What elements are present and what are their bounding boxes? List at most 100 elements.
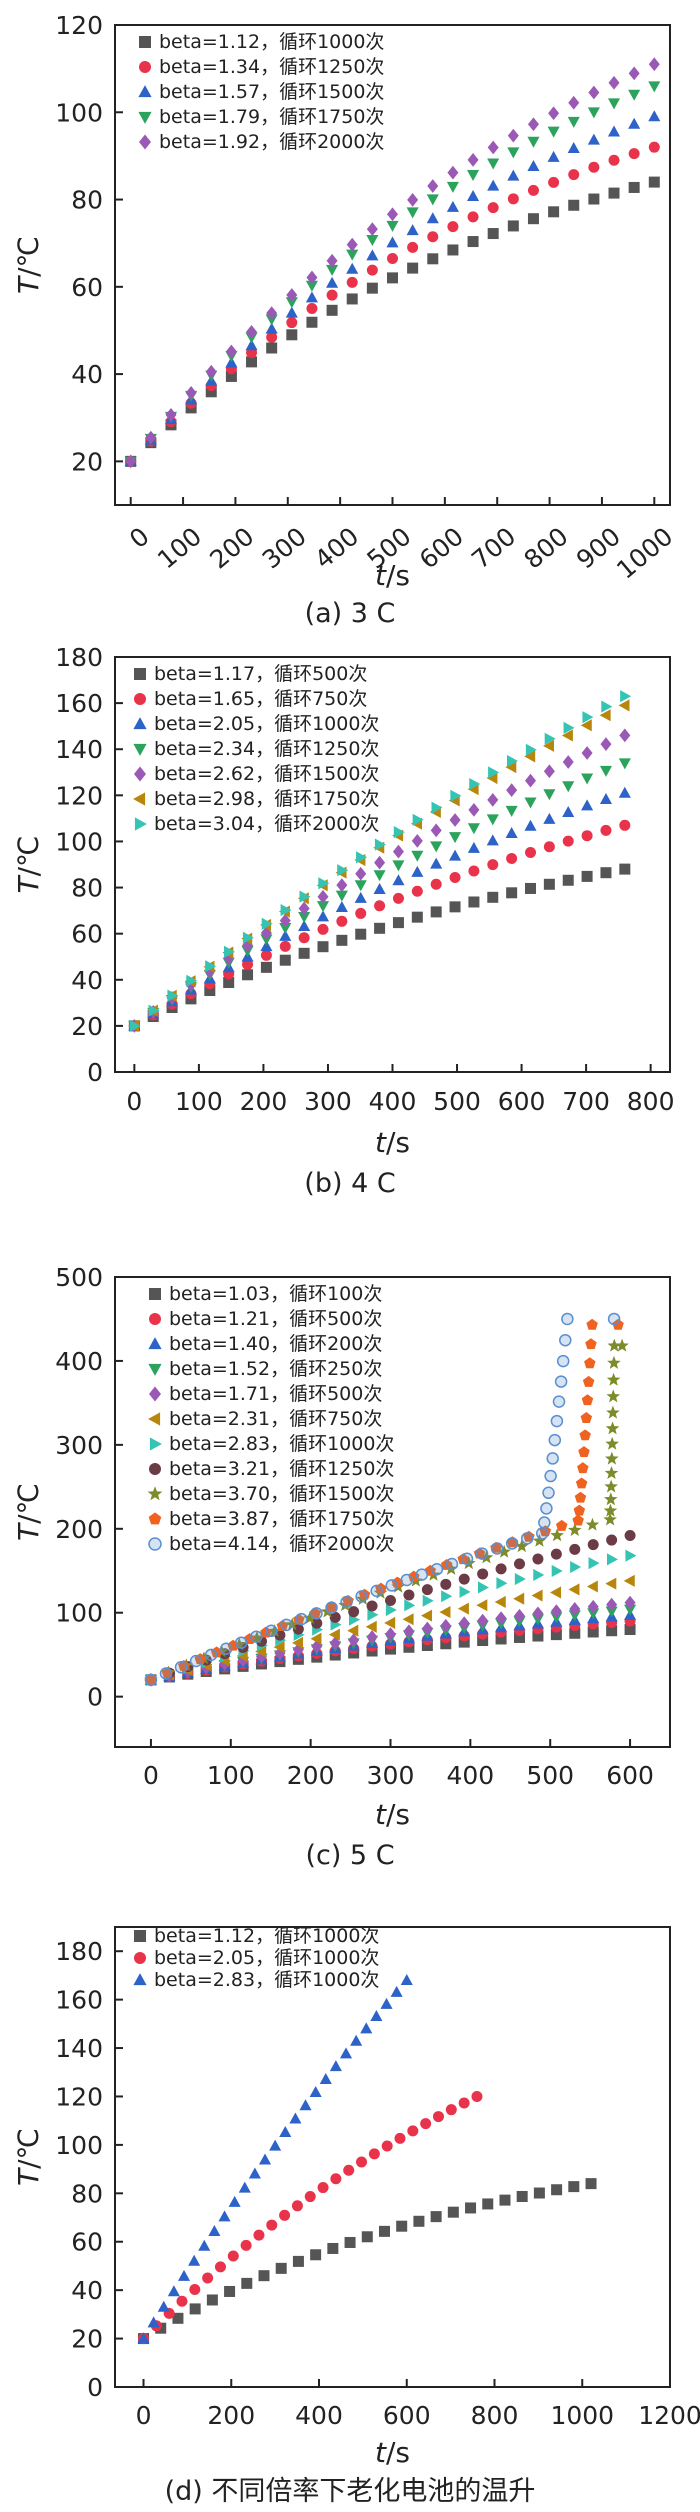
data-point (514, 1573, 526, 1586)
data-point (329, 1636, 341, 1651)
data-point (430, 857, 443, 869)
y-tick-label: 160 (55, 1986, 103, 2015)
series-1 (138, 2178, 597, 2345)
data-point (587, 1608, 600, 1620)
x-tick-label: 100 (207, 1761, 255, 1790)
data-point (551, 2184, 563, 2196)
data-point (225, 344, 237, 359)
legend: beta=1.12，循环1000次 beta=1.34，循环1250次 beta=1… (138, 31, 384, 153)
data-point (475, 1547, 489, 1560)
legend-label: beta=3.70，循环1500次 (169, 1483, 394, 1505)
data-point (477, 1581, 489, 1594)
data-point (587, 1599, 599, 1614)
y-tick-label: 100 (55, 2131, 103, 2160)
data-point (447, 165, 459, 180)
legend: beta=1.17，循环500次 beta=1.65，循环750次 beta=2.0… (133, 663, 379, 835)
data-point (317, 889, 329, 904)
y-tick-label: 80 (71, 874, 103, 903)
data-point (147, 2316, 160, 2328)
data-point (572, 1514, 584, 1526)
data-point (550, 1548, 562, 1560)
data-point (205, 364, 217, 379)
data-point (360, 2022, 373, 2034)
data-point (543, 841, 555, 853)
data-point (600, 824, 612, 836)
data-point (559, 1333, 572, 1347)
data-point (568, 95, 580, 110)
data-point (347, 1624, 359, 1637)
data-point (581, 746, 593, 760)
data-point (542, 1486, 555, 1500)
legend-marker (138, 85, 152, 98)
chart-panel-d: 0 20 40 60 80 100 120 140 160 180 0 200 400 600 800 100… (0, 1902, 700, 2512)
data-point (311, 1639, 323, 1654)
data-point (430, 823, 442, 838)
data-point (346, 276, 358, 288)
data-point (206, 2294, 218, 2306)
data-point (198, 2239, 211, 2251)
data-point (427, 231, 439, 243)
legend-marker (149, 1313, 161, 1325)
data-point (514, 1558, 526, 1570)
data-point (368, 2148, 380, 2160)
data-point (496, 1577, 508, 1590)
x-axis-title: t/s (375, 2436, 410, 2469)
data-point (311, 1617, 323, 1629)
data-point (366, 1600, 378, 1612)
data-point (385, 1594, 397, 1606)
data-point (393, 826, 405, 839)
data-point (562, 806, 575, 818)
legend-label: beta=1.17，循环500次 (154, 663, 367, 685)
series-5 (125, 57, 660, 469)
data-point (317, 941, 329, 953)
data-point (374, 838, 386, 851)
data-point (605, 1606, 618, 1618)
data-point (550, 1528, 564, 1542)
data-point (505, 1537, 519, 1550)
data-point (447, 2206, 459, 2218)
data-point (586, 1318, 598, 1330)
series-2 (138, 2090, 483, 2345)
x-axis-title: t/s (375, 1798, 410, 1831)
data-point (567, 116, 580, 128)
data-point (606, 1534, 618, 1546)
data-point (385, 1627, 397, 1641)
legend-label: beta=1.40，循环200次 (169, 1333, 382, 1355)
data-point (374, 855, 386, 870)
data-point (374, 900, 386, 912)
data-point (413, 2215, 425, 2227)
data-point (346, 237, 358, 252)
data-point (240, 2239, 252, 2251)
data-point (506, 754, 518, 768)
data-point (326, 289, 338, 301)
data-point (540, 1502, 553, 1515)
data-point (427, 253, 439, 265)
data-point (285, 306, 298, 318)
data-point (286, 329, 298, 341)
data-point (543, 739, 555, 752)
data-point (467, 823, 480, 835)
x-tick-label: 600 (414, 522, 469, 575)
data-point (506, 783, 518, 798)
data-point (326, 276, 339, 288)
data-point (430, 841, 443, 853)
data-point (298, 920, 311, 932)
data-point (581, 799, 594, 811)
data-point (420, 2118, 432, 2130)
data-point (144, 1673, 158, 1687)
data-point (624, 1624, 636, 1635)
data-point (205, 386, 217, 398)
data-point (563, 721, 575, 734)
data-point (462, 1556, 476, 1570)
data-point (573, 1504, 586, 1516)
data-point (415, 1568, 429, 1581)
data-point (569, 1627, 581, 1639)
data-point (340, 1595, 353, 1609)
y-tick-label: 120 (55, 11, 103, 40)
data-point (457, 1602, 469, 1615)
data-point (548, 176, 560, 188)
y-tick-label: 300 (55, 1431, 103, 1460)
data-point (422, 1594, 434, 1607)
data-point (507, 169, 520, 181)
legend-label: beta=1.03，循环100次 (169, 1283, 382, 1305)
